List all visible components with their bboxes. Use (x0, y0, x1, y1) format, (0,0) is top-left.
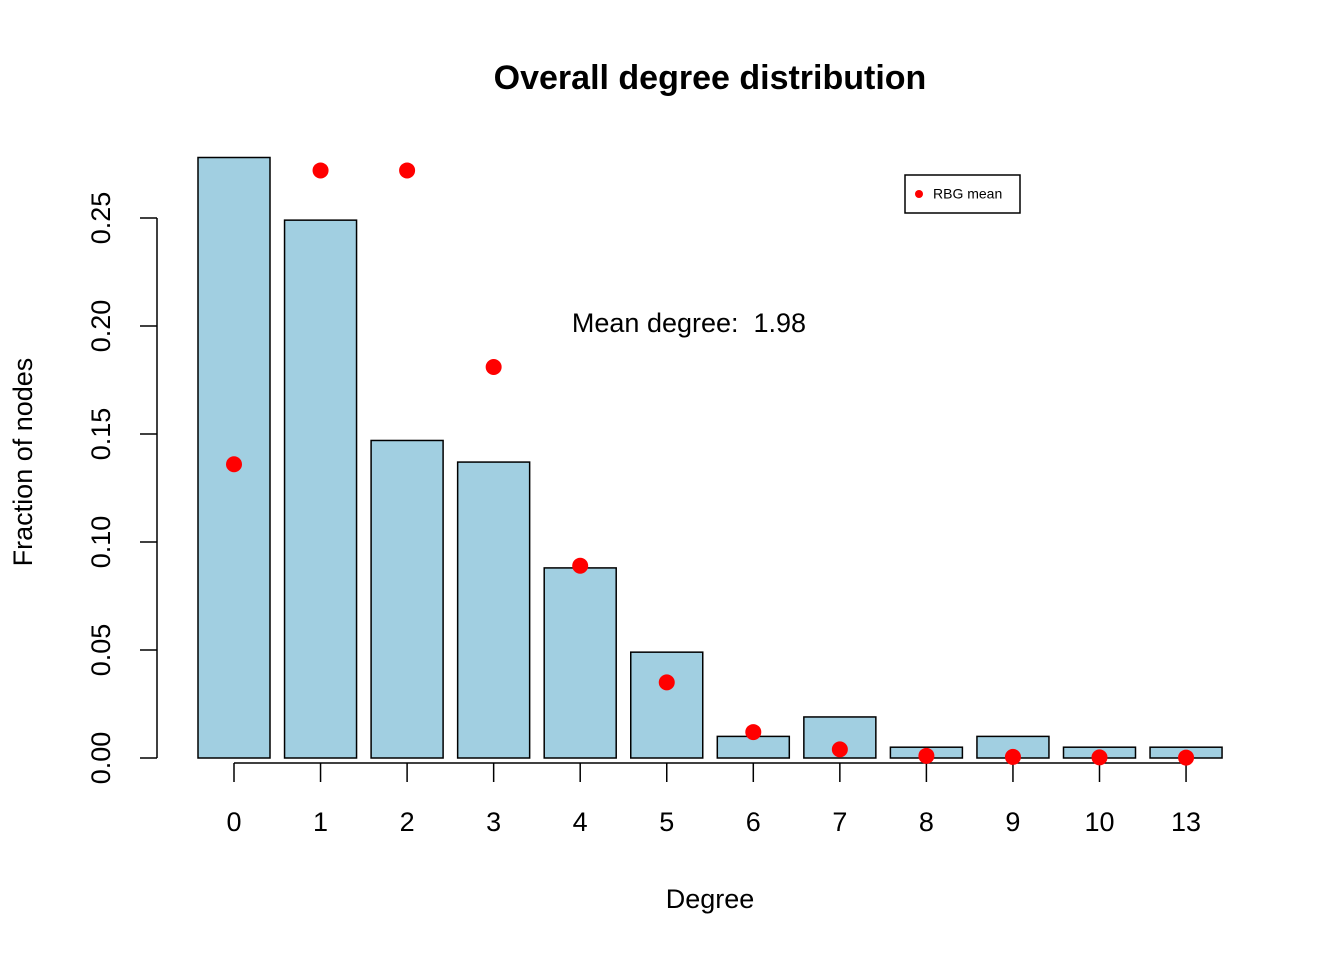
bar (283, 219, 358, 759)
x-tick-label: 10 (1084, 807, 1114, 837)
x-tick-label: 4 (573, 807, 588, 837)
y-tick-label: 0.10 (86, 516, 116, 569)
point (226, 456, 242, 473)
point (485, 359, 502, 376)
legend-marker (915, 190, 923, 198)
bar (370, 439, 444, 759)
x-tick-label: 1 (313, 807, 328, 837)
point (572, 557, 589, 574)
x-tick-label: 0 (226, 807, 241, 837)
bar (456, 461, 531, 759)
x-tick-label: 13 (1171, 807, 1201, 837)
point (399, 162, 416, 179)
x-tick-label: 7 (832, 807, 847, 837)
point (1178, 749, 1195, 766)
y-tick-label: 0.25 (86, 192, 116, 245)
y-tick-label: 0.20 (86, 300, 116, 353)
x-tick-label: 3 (486, 807, 501, 837)
x-tick-label: 2 (400, 807, 415, 837)
y-tick-label: 0.00 (86, 732, 116, 785)
x-tick-label: 9 (1005, 807, 1020, 837)
legend-label: RBG mean (933, 186, 1002, 202)
point (831, 741, 848, 758)
y-tick-label: 0.15 (86, 408, 116, 461)
bar (543, 567, 617, 759)
point (918, 747, 935, 764)
point (1091, 749, 1108, 766)
x-tick-label: 6 (746, 807, 761, 837)
legend-box (904, 174, 1021, 214)
bar (630, 651, 704, 759)
annotation: Mean degree: 1.98 (572, 308, 806, 338)
y-axis-label: Fraction of nodes (8, 358, 38, 567)
y-tick-label: 0.05 (86, 624, 116, 677)
point (745, 724, 762, 741)
point (1004, 748, 1021, 765)
x-axis-label: Degree (666, 884, 755, 914)
x-tick-label: 8 (919, 807, 934, 837)
x-tick-label: 5 (659, 807, 674, 837)
point (312, 162, 329, 179)
chart-title: Overall degree distribution (494, 59, 927, 97)
point (658, 674, 675, 691)
